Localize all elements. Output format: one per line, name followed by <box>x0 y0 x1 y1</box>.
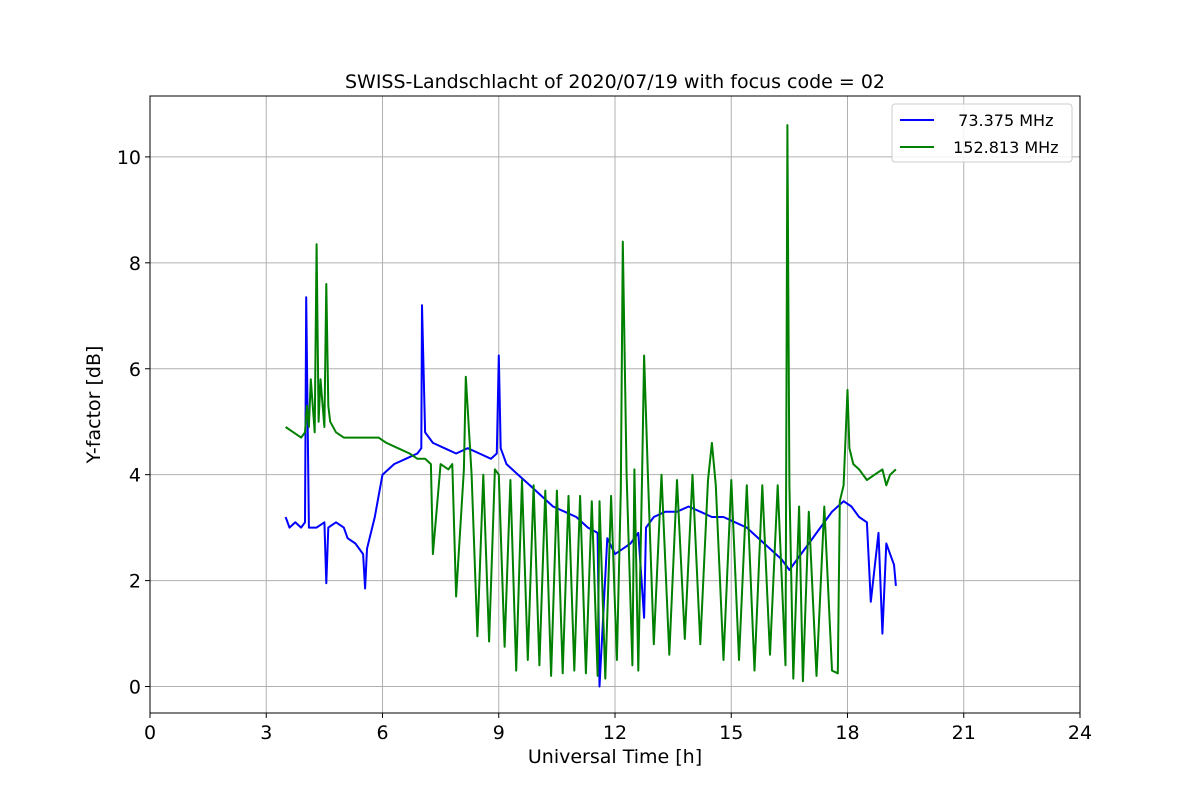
x-tick-label: 21 <box>952 722 976 744</box>
x-tick-label: 3 <box>260 722 272 744</box>
legend-label-2: 152.813 MHz <box>948 138 1059 157</box>
y-axis-label: Y-factor [dB] <box>83 346 105 465</box>
y-tick-label: 2 <box>129 571 141 593</box>
legend-box <box>891 103 1073 163</box>
series-line-1 <box>284 296 897 688</box>
x-tick-label: 12 <box>603 722 627 744</box>
x-axis-label: Universal Time [h] <box>528 746 702 768</box>
y-tick-label: 8 <box>129 253 141 275</box>
x-tick-label: 6 <box>376 722 388 744</box>
y-tick-label: 6 <box>129 359 141 381</box>
x-tick-label: 0 <box>144 722 156 744</box>
series-group <box>284 124 897 688</box>
y-tick-label: 4 <box>129 465 141 487</box>
x-tick-label: 18 <box>835 722 859 744</box>
series-line-2 <box>285 124 897 683</box>
x-tick-label: 15 <box>719 722 743 744</box>
legend: 73.375 MHz 152.813 MHz <box>891 103 1073 163</box>
x-tick-label: 24 <box>1068 722 1092 744</box>
x-tick-label: 9 <box>493 722 505 744</box>
chart-title: SWISS-Landschlacht of 2020/07/19 with fo… <box>345 71 885 93</box>
y-tick-label: 10 <box>117 147 141 169</box>
y-tick-label: 0 <box>129 677 141 699</box>
legend-label-1: 73.375 MHz <box>948 111 1053 130</box>
